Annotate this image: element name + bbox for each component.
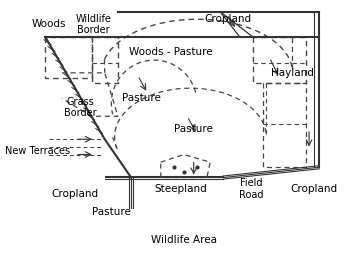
Text: Wildlife
Border: Wildlife Border <box>75 14 111 35</box>
Text: New Terraces: New Terraces <box>5 146 70 156</box>
Text: Cropland: Cropland <box>290 184 337 194</box>
Text: Cropland: Cropland <box>205 14 252 24</box>
Text: Pasture: Pasture <box>174 124 213 134</box>
Text: Pasture: Pasture <box>121 93 160 103</box>
Text: Woods - Pasture: Woods - Pasture <box>129 47 212 58</box>
Text: Grass
Border: Grass Border <box>64 96 96 118</box>
Text: Woods: Woods <box>32 19 66 29</box>
Text: Field
Road: Field Road <box>239 178 264 200</box>
Text: Steepland: Steepland <box>154 184 207 194</box>
Text: Wildlife Area: Wildlife Area <box>151 235 217 245</box>
Text: Cropland: Cropland <box>51 189 99 199</box>
Text: Hayland: Hayland <box>271 68 314 78</box>
Text: Pasture: Pasture <box>92 207 131 217</box>
